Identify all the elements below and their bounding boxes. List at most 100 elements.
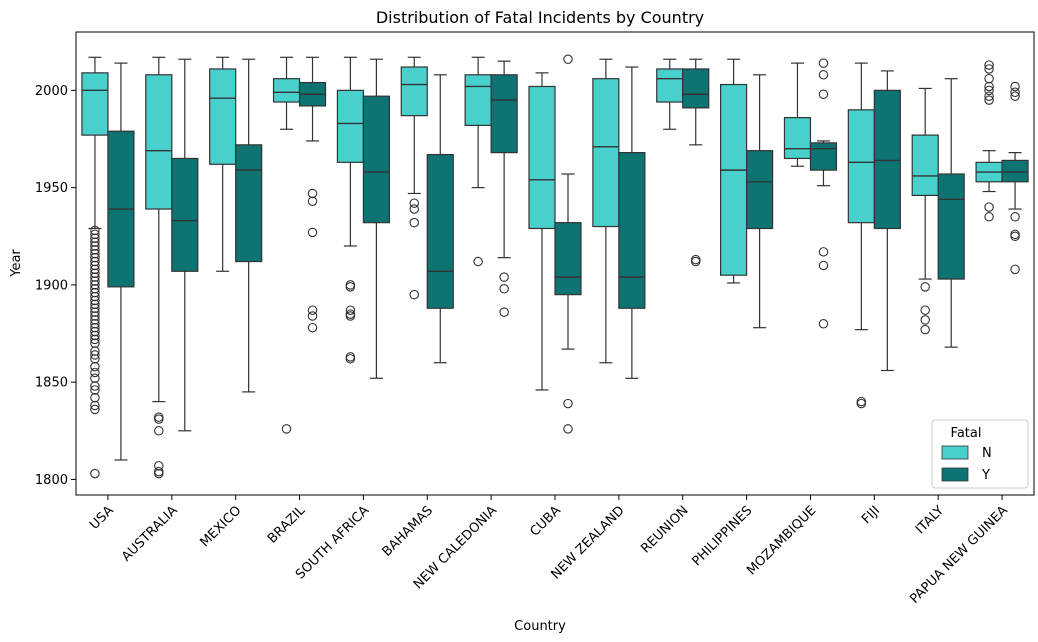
outlier-point	[818, 70, 829, 80]
outlier-point	[90, 307, 100, 317]
box-n-usa	[81, 56, 109, 479]
outlier-point	[90, 346, 100, 356]
box-n-brazil	[272, 56, 301, 434]
outlier-point	[90, 330, 100, 341]
box-y-south-africa	[362, 58, 390, 379]
outlier-point	[345, 305, 356, 315]
outlier-point	[90, 315, 100, 325]
outlier-point	[90, 338, 100, 349]
outlier-point	[90, 392, 100, 403]
outlier-point	[90, 256, 100, 267]
box-y-italy	[937, 78, 965, 348]
box-n-mexico	[209, 56, 237, 272]
outlier-point	[345, 354, 356, 364]
iqr-box	[336, 89, 364, 163]
legend-title: Fatal	[951, 426, 982, 441]
outlier-point	[920, 315, 930, 325]
outlier-point	[307, 196, 318, 206]
outlier-point	[90, 326, 100, 337]
outlier-point	[1010, 91, 1020, 101]
outlier-point	[90, 400, 100, 411]
box-y-bahamas	[426, 74, 454, 364]
outlier-point	[1010, 87, 1020, 98]
iqr-box	[362, 95, 390, 224]
iqr-box	[1001, 159, 1029, 183]
box-n-philippines	[719, 58, 748, 284]
outlier-point	[90, 291, 100, 302]
y-tick-label: 1850	[35, 376, 68, 391]
iqr-box	[847, 109, 875, 224]
outlier-point	[818, 58, 829, 68]
box-y-reunion	[682, 58, 710, 267]
legend: Fatal N Y	[931, 419, 1029, 489]
outlier-point	[307, 188, 318, 199]
outlier-point	[409, 198, 420, 208]
iqr-box	[937, 173, 965, 280]
iqr-box	[911, 134, 939, 197]
legend-swatch-n	[941, 445, 969, 460]
outlier-point	[154, 468, 164, 479]
outlier-point	[90, 272, 100, 282]
outlier-point	[473, 256, 483, 267]
outlier-point	[984, 202, 994, 212]
outlier-point	[984, 212, 994, 222]
outlier-point	[984, 91, 994, 101]
iqr-box	[656, 68, 684, 103]
outlier-point	[90, 268, 100, 278]
outlier-point	[90, 233, 100, 243]
outlier-point	[90, 284, 100, 294]
outlier-point	[499, 307, 509, 317]
outlier-point	[818, 89, 829, 100]
iqr-box	[490, 74, 518, 154]
outlier-point	[90, 241, 100, 251]
outlier-point	[345, 311, 356, 321]
outlier-point	[90, 311, 100, 321]
box-n-new-caledonia	[464, 56, 492, 267]
outlier-point	[90, 245, 100, 255]
outlier-point	[920, 282, 930, 292]
iqr-box	[809, 142, 838, 171]
y-tick-label: 2000	[35, 84, 68, 99]
outlier-point	[90, 225, 100, 236]
outlier-point	[856, 398, 867, 409]
iqr-box	[528, 85, 556, 230]
outlier-point	[307, 322, 318, 333]
iqr-box	[592, 78, 620, 228]
iqr-box	[682, 68, 710, 109]
y-axis: 1800 1850 1900 1950 2000	[35, 84, 76, 488]
outlier-point	[345, 282, 356, 292]
outlier-point	[90, 252, 100, 263]
legend-label-y: Y	[981, 468, 990, 483]
outlier-point	[1010, 81, 1020, 92]
outlier-point	[90, 249, 100, 259]
box-n-bahamas	[400, 56, 428, 300]
outlier-point	[563, 54, 573, 64]
outlier-point	[90, 303, 100, 313]
outlier-point	[307, 227, 318, 238]
outlier-point	[1010, 264, 1020, 275]
box-n-cuba	[528, 72, 556, 391]
box-y-philippines	[745, 74, 774, 329]
box-n-australia	[145, 56, 173, 479]
outlier-point	[984, 85, 994, 96]
iqr-box	[464, 74, 492, 126]
iqr-box	[783, 116, 812, 160]
outlier-point	[409, 204, 420, 214]
outlier-point	[90, 299, 100, 310]
outlier-point	[90, 361, 100, 372]
box-n-papua-new-guinea	[975, 60, 1003, 222]
x-axis-label: Country	[514, 619, 566, 634]
y-tick-label: 1950	[35, 181, 68, 196]
outlier-point	[90, 404, 100, 415]
outlier-point	[154, 414, 164, 424]
iqr-box	[873, 89, 901, 230]
outlier-point	[90, 354, 100, 364]
box-y-new-caledonia	[490, 60, 518, 317]
iqr-box	[81, 72, 109, 136]
box-y-cuba	[554, 54, 582, 434]
outlier-point	[90, 373, 100, 384]
outlier-point	[563, 398, 573, 409]
outlier-point	[690, 256, 701, 267]
